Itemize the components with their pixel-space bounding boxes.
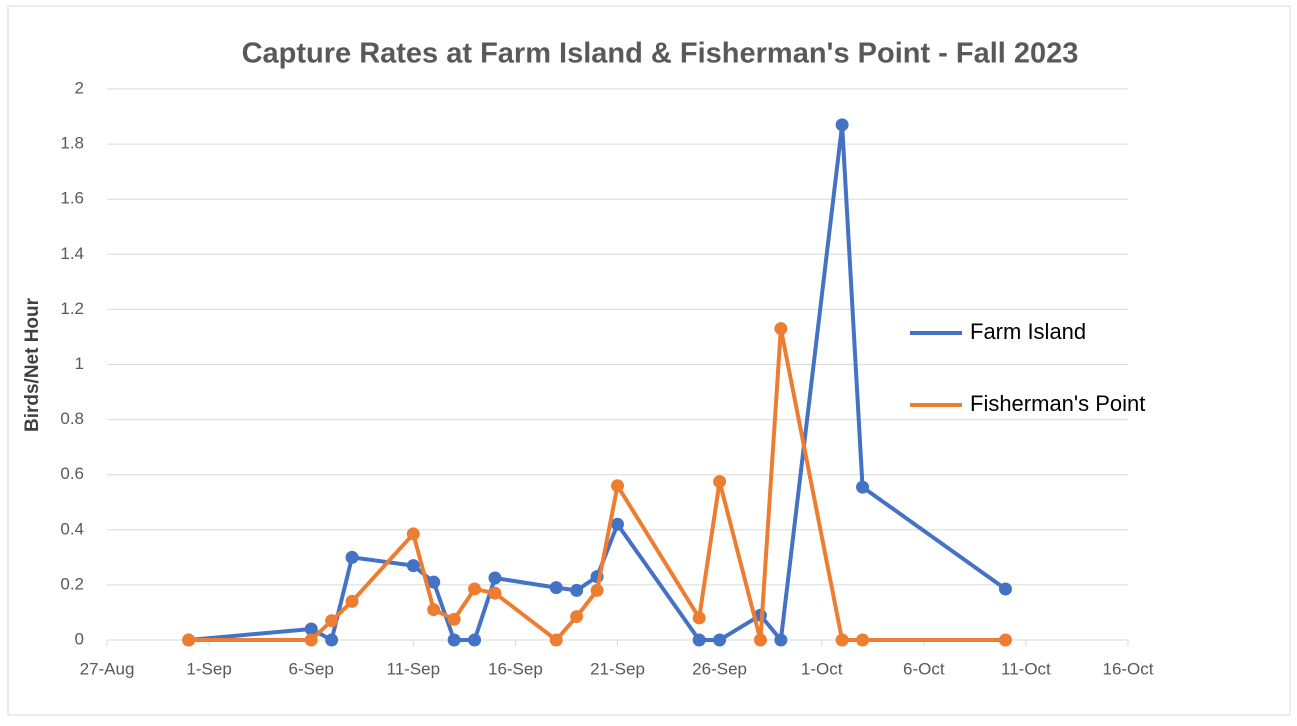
data-point	[835, 118, 849, 132]
y-tick-label: 1	[75, 354, 84, 373]
data-point	[611, 517, 624, 531]
x-tick-label: 26-Sep	[692, 659, 747, 678]
x-tick-label: 27-Aug	[80, 659, 135, 678]
y-tick-label: 1.8	[60, 134, 84, 153]
data-point	[713, 475, 727, 489]
data-point	[468, 582, 482, 596]
y-tick-label: 0.8	[60, 409, 84, 428]
data-point	[427, 603, 441, 617]
legend-label: Farm Island	[970, 319, 1086, 344]
y-tick-label: 1.6	[60, 189, 84, 208]
data-point	[447, 612, 461, 626]
y-tick-label: 0.4	[60, 519, 84, 538]
x-tick-label: 16-Oct	[1102, 659, 1153, 678]
data-point	[468, 633, 482, 647]
data-point	[427, 575, 441, 589]
data-point	[488, 571, 502, 585]
chart-frame	[7, 5, 1291, 716]
y-tick-label: 0	[75, 629, 84, 648]
series-line	[188, 326, 1006, 642]
data-point	[345, 550, 359, 564]
data-point	[325, 633, 339, 647]
data-point	[998, 582, 1012, 596]
data-point	[774, 322, 788, 336]
data-point	[692, 611, 706, 625]
data-point	[570, 583, 584, 597]
data-point	[856, 633, 870, 647]
x-tick-label: 1-Oct	[801, 659, 843, 678]
data-point	[856, 480, 870, 494]
data-point	[488, 586, 502, 600]
data-point	[590, 583, 604, 597]
x-tick-label: 16-Sep	[488, 659, 543, 678]
data-point	[692, 633, 706, 647]
data-point	[549, 633, 563, 647]
data-point	[345, 594, 359, 608]
x-tick-label: 11-Sep	[387, 659, 441, 678]
x-tick-label: 1-Sep	[186, 659, 231, 678]
data-point	[304, 633, 318, 647]
y-tick-label: 2	[75, 78, 84, 97]
legend-label: Fisherman's Point	[970, 391, 1145, 416]
y-tick-label: 1.4	[60, 244, 84, 263]
data-point	[570, 610, 584, 624]
data-point	[182, 633, 196, 647]
x-tick-label: 6-Sep	[289, 659, 334, 678]
x-tick-label: 6-Oct	[903, 659, 945, 678]
data-point	[325, 614, 339, 628]
data-point	[835, 633, 849, 647]
y-tick-label: 0.6	[60, 464, 84, 483]
x-tick-label: 21-Sep	[590, 659, 645, 678]
x-tick-label: 11-Oct	[1001, 659, 1051, 678]
data-point	[998, 633, 1012, 647]
data-point	[774, 633, 788, 647]
chart-title: Capture Rates at Farm Island & Fisherman…	[242, 38, 1079, 70]
data-point	[713, 633, 727, 647]
data-point	[549, 581, 563, 595]
data-point	[447, 633, 461, 647]
data-point	[304, 622, 318, 636]
y-tick-label: 0.2	[60, 574, 84, 593]
data-point	[406, 559, 420, 573]
y-tick-label: 1.2	[60, 299, 84, 318]
y-axis-label: Birds/Net Hour	[22, 297, 43, 432]
data-point	[406, 527, 420, 541]
data-point	[753, 633, 767, 647]
data-point	[611, 479, 624, 493]
